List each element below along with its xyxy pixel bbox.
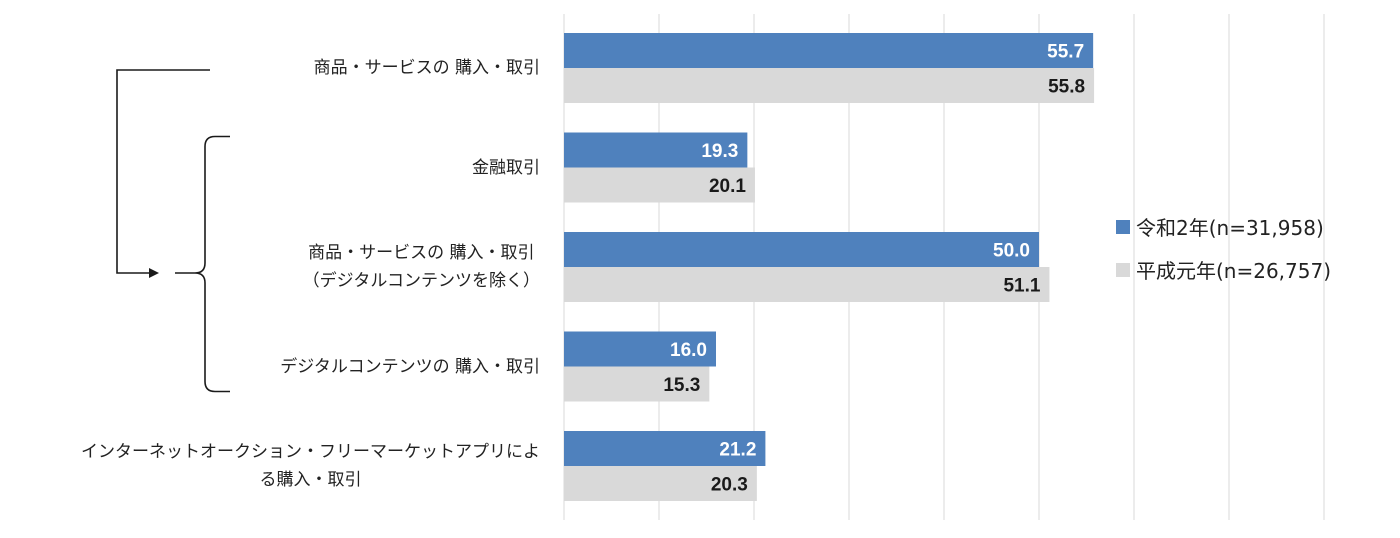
category-label-line: デジタルコンテンツの 購入・取引: [280, 356, 540, 377]
category-label-line: （デジタルコンテンツを除く）: [302, 271, 540, 291]
legend-label-0: 令和2年(n=31,958): [1136, 216, 1324, 240]
bar-series1: [564, 167, 755, 203]
bar-series0: [564, 232, 1039, 267]
category-label: デジタルコンテンツの 購入・取引: [280, 353, 540, 381]
bar-series1: [564, 68, 1095, 103]
bar-series0: [564, 33, 1094, 68]
bar-series0: [564, 132, 748, 168]
connector-arrow-icon: [149, 268, 159, 278]
legend-label-1: 平成元年(n=26,757): [1136, 259, 1332, 283]
data-label: 21.2: [719, 440, 756, 461]
data-label: 55.7: [1047, 42, 1084, 63]
legend-item-1: 平成元年(n=26,757): [1116, 255, 1331, 284]
curly-bracket: [175, 135, 230, 393]
bar-series0: [564, 431, 766, 466]
category-label: 商品・サービスの 購入・取引: [314, 54, 540, 82]
data-label: 55.8: [1048, 77, 1085, 98]
category-label: インターネットオークション・フリーマーケットアプリによ る購入・取引: [81, 438, 540, 494]
bar-series1: [564, 366, 710, 402]
data-label: 51.1: [1003, 276, 1040, 297]
category-label-line: インターネットオークション・フリーマーケットアプリによ: [81, 442, 540, 462]
data-label: 16.0: [670, 340, 707, 361]
data-label: 50.0: [993, 241, 1030, 262]
data-label: 20.3: [711, 475, 748, 496]
data-label: 15.3: [663, 375, 700, 396]
category-label: 金融取引: [472, 154, 540, 182]
category-label-line: 商品・サービスの 購入・取引: [308, 243, 535, 263]
legend-item-0: 令和2年(n=31,958): [1116, 212, 1324, 241]
data-label: 20.1: [709, 176, 746, 197]
category-label: 商品・サービスの 購入・取引 （デジタルコンテンツを除く）: [303, 239, 540, 295]
category-label-line: 金融取引: [472, 157, 540, 178]
legend-swatch-0: [1116, 219, 1130, 234]
legend-swatch-1: [1116, 262, 1130, 277]
bar-series1: [564, 466, 757, 501]
bar-series1: [564, 267, 1050, 302]
category-label-line: 商品・サービスの 購入・取引: [313, 58, 540, 78]
data-label: 19.3: [701, 141, 738, 162]
category-label-line: る購入・取引: [259, 470, 362, 490]
bar-series0: [564, 331, 716, 367]
connector-line: [116, 69, 210, 274]
